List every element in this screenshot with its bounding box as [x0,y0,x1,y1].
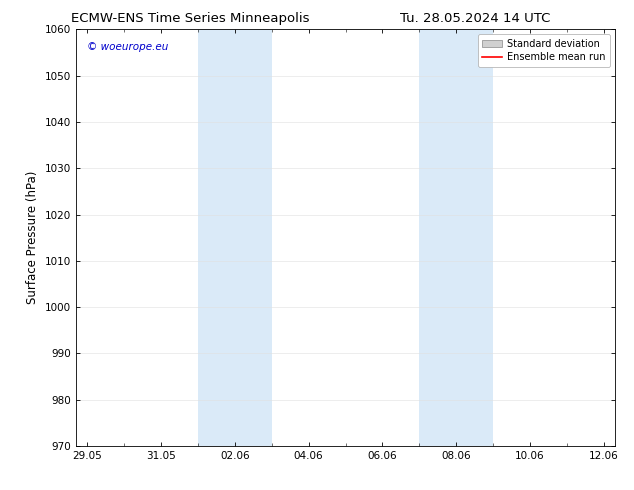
Text: Tu. 28.05.2024 14 UTC: Tu. 28.05.2024 14 UTC [400,12,551,25]
Legend: Standard deviation, Ensemble mean run: Standard deviation, Ensemble mean run [477,34,610,67]
Text: © woeurope.eu: © woeurope.eu [87,42,168,52]
Bar [419,29,493,446]
Text: ECMW-ENS Time Series Minneapolis: ECMW-ENS Time Series Minneapolis [71,12,309,25]
Y-axis label: Surface Pressure (hPa): Surface Pressure (hPa) [27,171,39,304]
Bar [198,29,272,446]
